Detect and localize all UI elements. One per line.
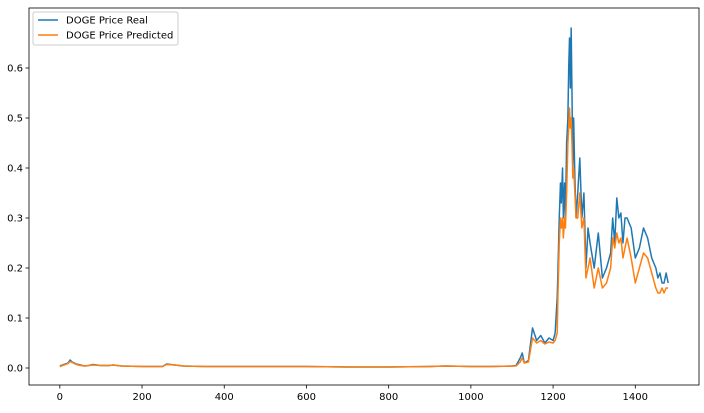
x-axis: 0 200 400 600 800 1000 1200 1400 bbox=[57, 385, 648, 403]
x-tick-label: 800 bbox=[379, 392, 398, 403]
y-tick-label: 0.2 bbox=[7, 264, 23, 275]
y-tick-label: 0.4 bbox=[7, 164, 23, 175]
x-tick-label: 1200 bbox=[540, 392, 565, 403]
plot-area bbox=[28, 7, 700, 386]
y-tick-label: 0.3 bbox=[7, 214, 23, 225]
y-tick-label: 0.0 bbox=[7, 364, 23, 375]
legend-label-real: DOGE Price Real bbox=[66, 16, 148, 27]
legend-label-predicted: DOGE Price Predicted bbox=[66, 31, 173, 42]
x-tick-label: 1400 bbox=[623, 392, 648, 403]
y-axis: 0.0 0.1 0.2 0.3 0.4 0.5 0.6 bbox=[7, 64, 29, 375]
y-tick-label: 0.1 bbox=[7, 314, 23, 325]
x-tick-label: 0 bbox=[57, 392, 63, 403]
y-tick-label: 0.5 bbox=[7, 114, 23, 125]
x-tick-label: 200 bbox=[132, 392, 151, 403]
x-tick-label: 400 bbox=[215, 392, 234, 403]
series-layer bbox=[59, 27, 669, 368]
series-line-predicted bbox=[59, 107, 669, 368]
y-tick-label: 0.6 bbox=[7, 64, 23, 75]
x-tick-label: 1000 bbox=[458, 392, 483, 403]
legend-box bbox=[32, 11, 179, 46]
x-tick-label: 600 bbox=[297, 392, 316, 403]
legend: DOGE Price Real DOGE Price Predicted bbox=[32, 11, 179, 46]
